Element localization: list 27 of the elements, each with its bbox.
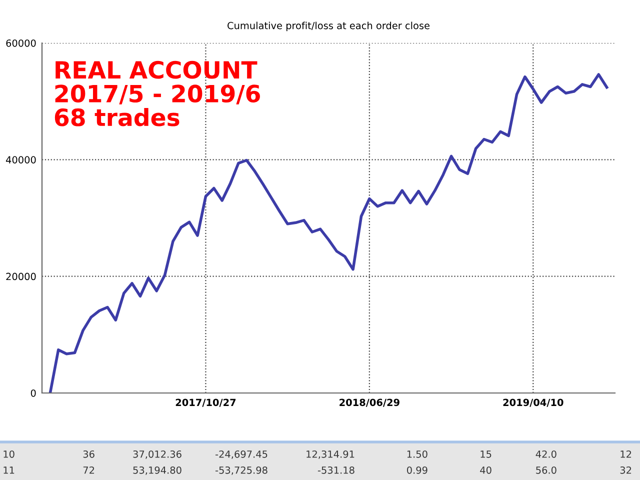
text: 37,012.36	[133, 450, 182, 459]
y-tick-label: 0	[30, 389, 36, 397]
text: 10	[4, 450, 14, 458]
text: 42.0	[536, 450, 556, 458]
text: 11	[4, 466, 14, 474]
text: 12	[620, 450, 632, 458]
text: -531.18	[318, 466, 354, 474]
text: 53,194.80	[133, 466, 182, 475]
x-tick-label: 2019/04/10	[503, 398, 564, 407]
x-tick-label: 2017/10/27	[176, 398, 236, 407]
text: 12,314.91	[306, 450, 354, 459]
chart-title: Cumulative profit/loss at each order close	[228, 22, 430, 32]
x-tick-label: 2018/06/29	[340, 398, 400, 407]
y-tick-label: 40000	[6, 156, 36, 164]
text: 40	[480, 466, 492, 474]
annotation: REAL ACCOUNT 2017/5 - 2019/6 68 trades	[54, 60, 260, 126]
text: -53,725.98	[215, 466, 268, 475]
text: 36	[83, 450, 94, 458]
text: 0.99	[406, 466, 428, 474]
text: 1.50	[407, 450, 428, 458]
text: -24,697.45	[215, 450, 268, 459]
text: 32	[620, 466, 632, 474]
y-tick-label: 20000	[6, 272, 36, 280]
text: 15	[480, 450, 492, 458]
y-tick-label: 60000	[6, 39, 36, 47]
text: 56.0	[536, 466, 556, 474]
text: 72	[83, 466, 94, 474]
